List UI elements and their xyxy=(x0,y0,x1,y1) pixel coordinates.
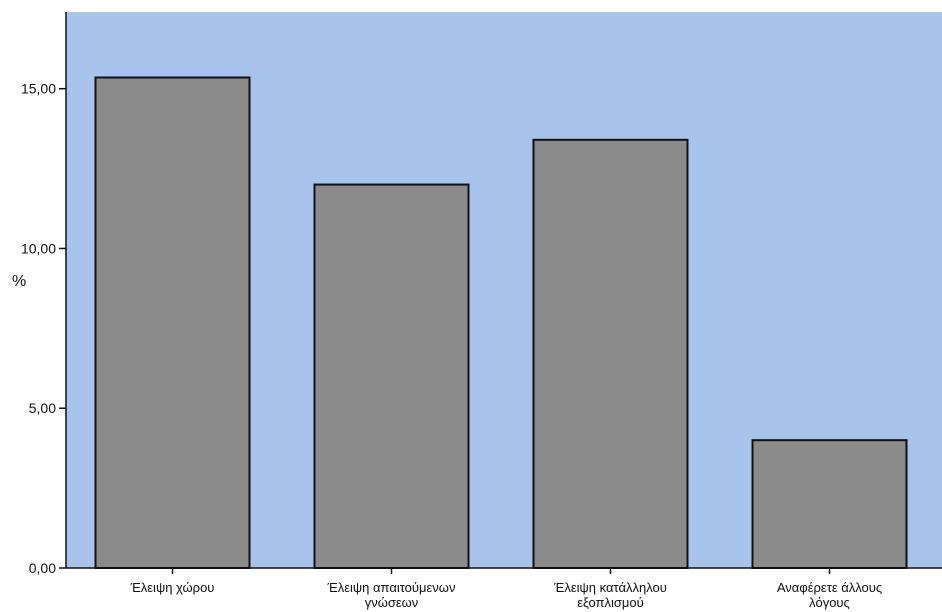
x-category-label: Έλειψη απαιτούμενων γνώσεων xyxy=(327,580,456,610)
x-category-label: Έλειψη χώρου xyxy=(130,580,215,595)
y-axis-title: % xyxy=(12,273,26,290)
y-ticks-group: 0,00 5,00 10,00 15,00 xyxy=(21,81,66,576)
bars-group xyxy=(94,76,908,570)
y-tick-label: 15,00 xyxy=(21,81,56,97)
bar-2 xyxy=(313,183,470,569)
y-tick-label: 5,00 xyxy=(29,400,56,416)
y-tick-label: 0,00 xyxy=(29,560,56,576)
bar-3 xyxy=(532,138,689,569)
x-category-label: Έλειψη κατάλληλου εξοπλισμού xyxy=(553,580,667,610)
bar-4 xyxy=(751,439,908,569)
bar-1 xyxy=(94,76,251,570)
x-labels-group: Έλειψη χώρου Έλειψη απαιτούμενων γνώσεων Έλ… xyxy=(130,568,882,610)
y-tick-label: 10,00 xyxy=(21,240,56,256)
x-category-label: Αναφέρετε άλλους λόγους xyxy=(777,580,882,610)
